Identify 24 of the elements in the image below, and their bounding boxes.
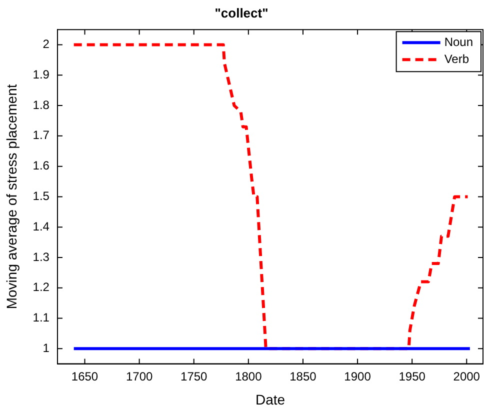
y-tick-label: 1.8: [32, 98, 50, 112]
y-tick-label: 1.3: [32, 250, 50, 264]
x-tick-label: 1950: [398, 369, 426, 384]
x-tick-label: 1900: [344, 369, 372, 384]
x-tick-label: 1850: [290, 369, 317, 384]
x-tick-label: 1750: [180, 369, 208, 384]
y-tick-label: 1.4: [32, 219, 50, 234]
y-tick-label: 2: [42, 37, 50, 52]
y-tick-label: 1.9: [32, 67, 50, 82]
chart-title: "collect": [214, 5, 268, 20]
y-tick-label: 1.5: [32, 189, 50, 204]
y-tick-label: 1.7: [32, 128, 50, 142]
legend-label: Noun: [444, 34, 473, 49]
y-axis-title: Moving average of stress placement: [3, 84, 20, 310]
x-axis-title: Date: [255, 391, 286, 408]
x-tick-label: 1800: [235, 369, 262, 384]
y-tick-label: 1.6: [32, 158, 50, 173]
legend-label: Verb: [444, 52, 470, 66]
y-tick-label: 1: [42, 340, 50, 355]
x-tick-label: 2000: [453, 369, 480, 384]
y-tick-label: 1.1: [32, 310, 50, 325]
x-tick-label: 1700: [126, 369, 153, 384]
y-tick-label: 1.2: [32, 280, 50, 294]
x-tick-label: 1650: [71, 369, 98, 384]
